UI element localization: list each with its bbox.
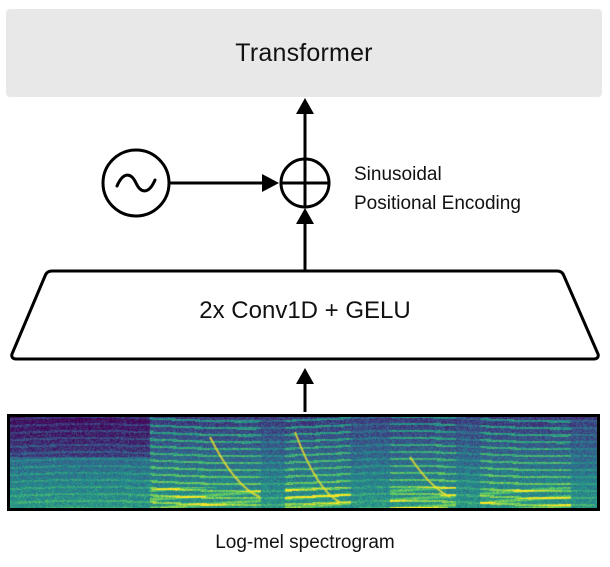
conv-block bbox=[10, 269, 600, 361]
spectrogram-canvas bbox=[10, 417, 597, 508]
positional-encoding-line2: Positional Encoding bbox=[354, 193, 521, 214]
sine-wave-icon bbox=[101, 148, 171, 218]
arrow-conv-to-add bbox=[296, 208, 314, 270]
transformer-label: Transformer bbox=[235, 38, 373, 67]
conv-label: 2x Conv1D + GELU bbox=[199, 297, 411, 324]
arrow-spec-to-conv bbox=[296, 368, 314, 412]
arrow-sine-to-add bbox=[170, 174, 279, 192]
plus-circle-icon bbox=[279, 157, 331, 209]
spectrogram-image bbox=[7, 414, 600, 511]
transformer-block: Transformer bbox=[6, 9, 602, 97]
arrow-to-transformer bbox=[296, 98, 314, 158]
positional-encoding-label: Sinusoidal Positional Encoding bbox=[354, 160, 521, 218]
positional-encoding-line1: Sinusoidal bbox=[354, 164, 442, 185]
spectrogram-label: Log-mel spectrogram bbox=[215, 532, 395, 553]
